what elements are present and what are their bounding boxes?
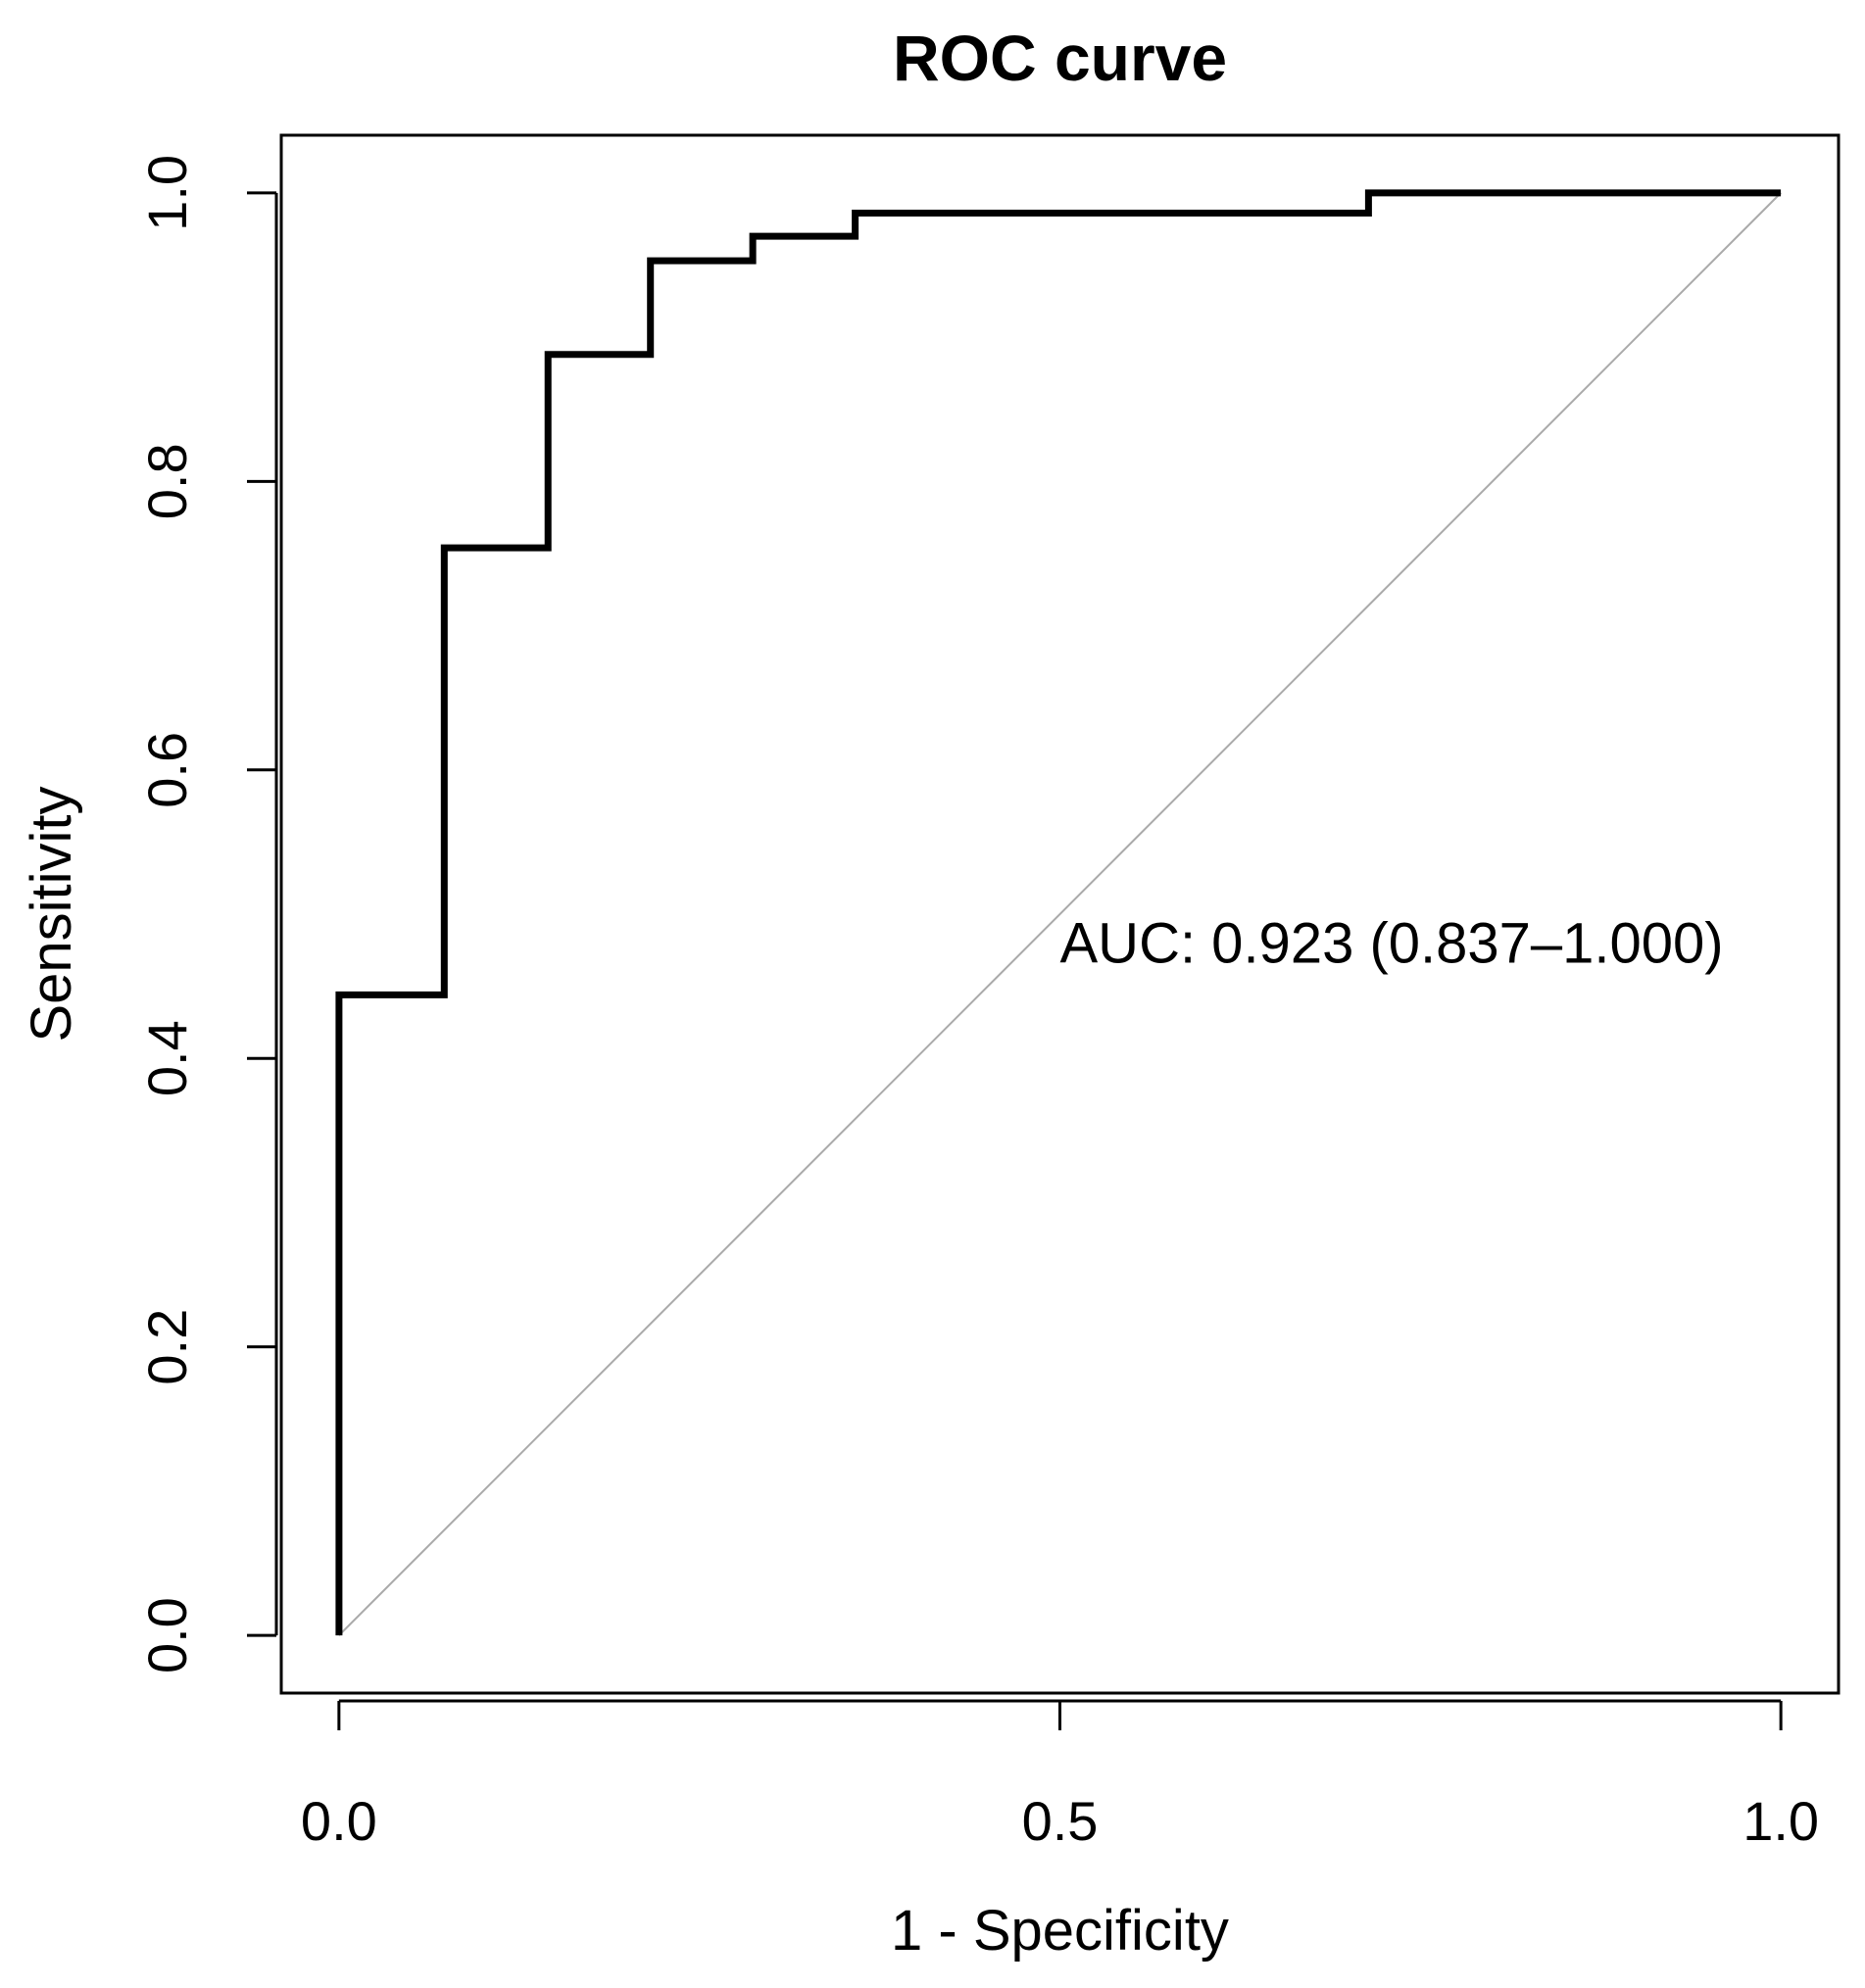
y-axis: 0.0 0.2 0.4 0.6 0.8 1.0 [136,155,278,1673]
y-tick-label: 0.8 [136,443,198,519]
y-tick-label: 1.0 [136,155,198,231]
auc-annotation: AUC: 0.923 (0.837–1.000) [1060,911,1724,975]
x-axis-title: 1 - Specificity [891,1899,1229,1963]
plot-frame [279,133,1840,1695]
x-tick-label: 1.0 [1742,1790,1819,1852]
roc-curve-line [335,189,1782,1636]
x-tick-label: 0.5 [1022,1790,1099,1852]
x-tick-label: 0.0 [301,1790,377,1852]
x-axis: 0.0 0.5 1.0 [301,1699,1819,1852]
plot-area [279,133,1840,1695]
y-axis-title: Sensitivity [20,786,83,1042]
y-tick-label: 0.0 [136,1597,198,1673]
y-tick-label: 0.4 [136,1020,198,1096]
y-tick-label: 0.2 [136,1309,198,1385]
chart-title: ROC curve [893,22,1227,94]
y-tick-label: 0.6 [136,732,198,808]
reference-diagonal-line [338,192,1782,1636]
